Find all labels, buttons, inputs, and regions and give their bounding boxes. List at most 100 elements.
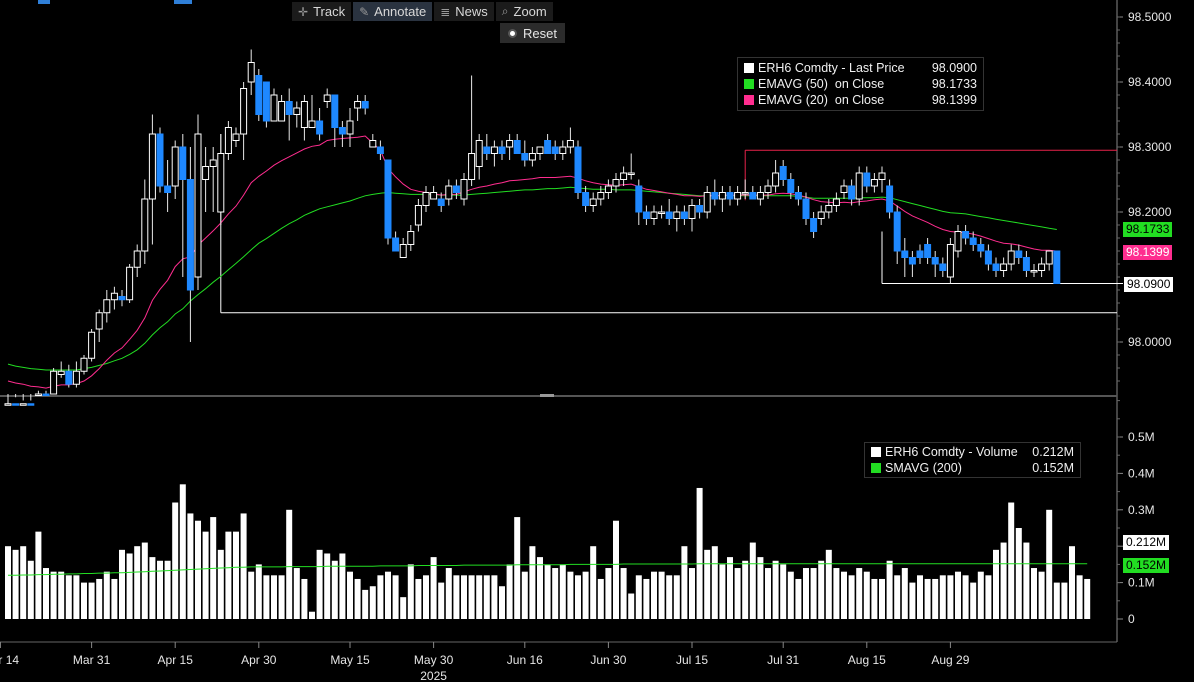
news-button[interactable]: ≣ News bbox=[434, 2, 494, 21]
candle-body bbox=[110, 292, 118, 301]
range-marker-left[interactable] bbox=[38, 0, 50, 4]
candle-body bbox=[460, 179, 468, 200]
volume-bar bbox=[1023, 542, 1030, 619]
volume-bar bbox=[704, 549, 711, 619]
candle-body bbox=[19, 403, 27, 406]
candle-body bbox=[247, 62, 255, 83]
annotate-label: Annotate bbox=[374, 4, 427, 19]
candle-body bbox=[103, 299, 111, 314]
volume-bar bbox=[1061, 582, 1068, 619]
candle-body bbox=[696, 205, 704, 213]
volume-bar bbox=[423, 575, 429, 619]
volume-bar bbox=[1015, 528, 1022, 619]
candle-body bbox=[870, 179, 878, 187]
candle-body bbox=[437, 198, 445, 206]
volume-bar bbox=[787, 571, 794, 619]
volume-bar bbox=[491, 575, 498, 619]
volume-bar bbox=[483, 575, 490, 619]
candle-body bbox=[764, 185, 772, 193]
x-tick-label: Mar 31 bbox=[73, 653, 111, 667]
candle-body bbox=[711, 192, 719, 200]
zoom-button[interactable]: ⌕ Zoom bbox=[495, 2, 553, 21]
volume-bar bbox=[400, 597, 407, 619]
volume-bar bbox=[711, 546, 718, 619]
candle-body bbox=[574, 146, 582, 193]
volume-bar bbox=[499, 586, 505, 619]
volume-bar bbox=[96, 578, 103, 619]
candle-body bbox=[741, 192, 749, 195]
candle-body bbox=[186, 179, 194, 291]
candle-body bbox=[878, 172, 886, 180]
candle-body bbox=[566, 140, 574, 148]
volume-bar bbox=[521, 571, 528, 619]
legend-value: 0.152M bbox=[1032, 461, 1074, 475]
volume-bar bbox=[392, 575, 399, 619]
volume-bar bbox=[286, 509, 293, 619]
candle-body bbox=[658, 211, 666, 214]
range-marker-right[interactable] bbox=[174, 0, 192, 4]
candle-body bbox=[1015, 250, 1023, 258]
candle-body bbox=[278, 101, 286, 122]
volume-bar bbox=[119, 549, 125, 619]
track-button[interactable]: ✛ Track bbox=[292, 2, 352, 21]
volume-legend[interactable]: ERH6 Comdty - Volume 0.212M SMAVG (200) … bbox=[864, 442, 1081, 478]
candle-body bbox=[338, 127, 346, 135]
candle-body bbox=[840, 185, 848, 193]
annotate-button[interactable]: ✎ Annotate bbox=[353, 2, 433, 21]
candle-body bbox=[354, 101, 362, 109]
candle-body bbox=[452, 185, 460, 193]
price-legend[interactable]: ERH6 Comdty - Last Price 98.0900 EMAVG (… bbox=[737, 57, 984, 111]
candle-body bbox=[4, 403, 12, 406]
candle-body bbox=[832, 198, 840, 206]
last-price-tag: 98.0900 bbox=[1123, 276, 1175, 293]
candle-body bbox=[969, 237, 977, 245]
candle-body bbox=[551, 146, 559, 154]
volume-bar bbox=[575, 575, 581, 619]
volume-bar bbox=[993, 549, 999, 619]
candle-body bbox=[589, 198, 597, 206]
y-tick-label: 0.1M bbox=[1128, 576, 1155, 590]
volume-bar bbox=[377, 575, 384, 619]
candle-body bbox=[544, 140, 552, 154]
volume-bar bbox=[316, 549, 323, 619]
candle-body bbox=[483, 146, 491, 154]
candle-body bbox=[954, 231, 962, 252]
ema50-price-tag: 98.1733 bbox=[1123, 222, 1173, 237]
candle-body bbox=[810, 218, 818, 232]
volume-bar bbox=[240, 513, 247, 619]
y-tick-label: 0.5M bbox=[1128, 430, 1155, 444]
candle-body bbox=[1045, 250, 1053, 265]
volume-bar bbox=[506, 564, 513, 619]
volume-bar bbox=[248, 571, 255, 619]
candle-body bbox=[620, 172, 628, 180]
candle-body bbox=[931, 257, 939, 265]
volume-bar bbox=[552, 568, 559, 619]
volume-bar bbox=[719, 564, 726, 619]
candle-body bbox=[642, 211, 650, 219]
volume-bar bbox=[164, 560, 171, 619]
candle-body bbox=[992, 263, 1000, 271]
crosshair-icon: ✛ bbox=[298, 4, 309, 19]
legend-swatch-ema50 bbox=[744, 79, 754, 89]
volume-bar bbox=[977, 571, 984, 619]
volume-bar bbox=[772, 560, 779, 619]
candle-body bbox=[650, 211, 658, 219]
candle-body bbox=[42, 393, 50, 396]
candle-body bbox=[521, 153, 529, 161]
volume-bar bbox=[278, 575, 285, 619]
candle-body bbox=[118, 296, 126, 301]
candle-body bbox=[445, 185, 453, 200]
candle-body bbox=[34, 393, 42, 396]
volume-bar bbox=[689, 568, 695, 619]
reset-icon bbox=[508, 28, 517, 38]
candle-body bbox=[346, 120, 354, 135]
candle-body bbox=[688, 205, 696, 219]
ema20-price-tag: 98.1399 bbox=[1123, 245, 1173, 260]
candle-body bbox=[528, 153, 536, 161]
track-label: Track bbox=[313, 4, 346, 19]
volume-bar bbox=[233, 531, 239, 619]
reset-button[interactable]: Reset bbox=[500, 23, 565, 43]
candle-body bbox=[361, 101, 369, 109]
volume-bar bbox=[430, 557, 437, 619]
